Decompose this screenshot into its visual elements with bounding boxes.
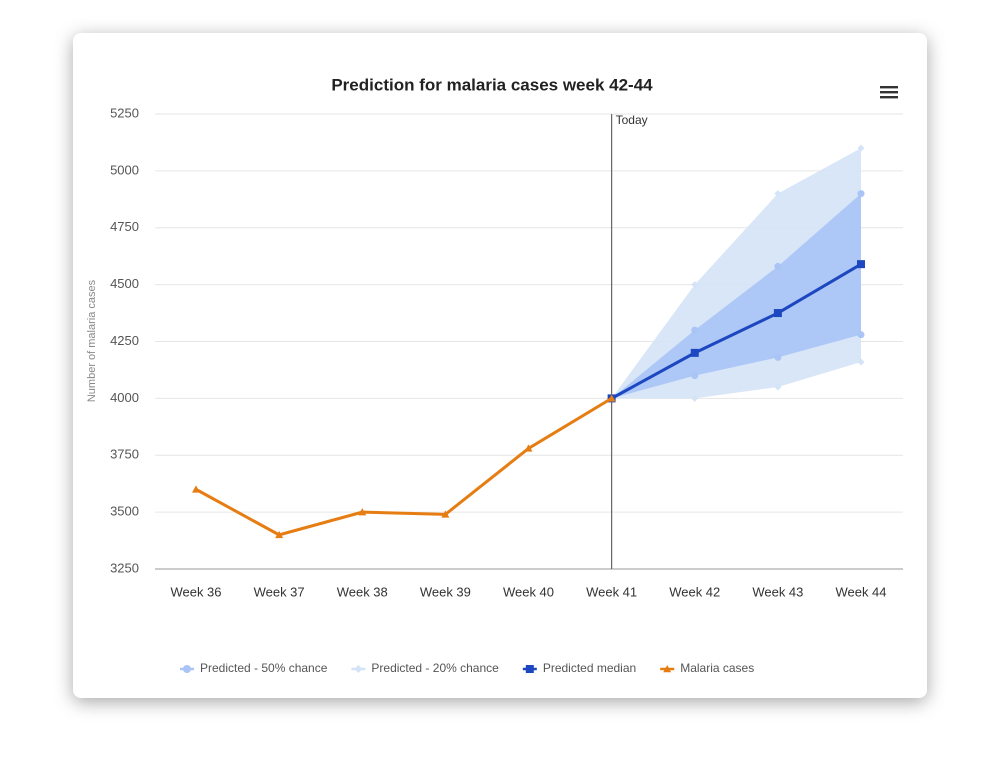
point xyxy=(690,348,699,357)
series-line xyxy=(610,262,862,400)
point xyxy=(192,485,200,493)
x-tick-label: Week 41 xyxy=(586,584,637,599)
x-tick-label: Week 42 xyxy=(669,584,720,599)
point xyxy=(774,383,782,391)
y-tick-label: 3250 xyxy=(110,560,139,575)
point xyxy=(441,510,450,518)
point xyxy=(525,665,534,673)
point xyxy=(857,358,865,366)
x-tick-label: Week 38 xyxy=(337,584,388,599)
legend-item: Predicted - 20% chance xyxy=(351,661,499,675)
legend-label: Predicted median xyxy=(543,661,636,675)
x-tick-label: Week 39 xyxy=(420,584,471,599)
y-axis-label: Number of malaria cases xyxy=(86,279,98,402)
point xyxy=(354,665,363,673)
annotation-label: Today xyxy=(616,113,648,127)
point xyxy=(857,260,865,269)
y-tick-label: 5000 xyxy=(110,162,139,177)
y-tick-label: 3500 xyxy=(110,504,139,519)
legend-item: Malaria cases xyxy=(660,661,754,675)
point xyxy=(691,372,699,380)
point xyxy=(275,530,284,539)
point xyxy=(691,281,699,289)
point xyxy=(524,444,533,452)
y-tick-label: 4500 xyxy=(110,276,139,291)
x-tick-label: Week 40 xyxy=(503,584,554,599)
menu-icon[interactable] xyxy=(880,86,898,99)
point xyxy=(663,665,672,673)
y-tick-label: 4250 xyxy=(110,333,139,348)
point xyxy=(691,326,699,334)
legend-label: Predicted - 50% chance xyxy=(200,661,328,675)
x-tick-label: Week 37 xyxy=(254,584,305,599)
series-line xyxy=(195,397,613,537)
y-tick-label: 5250 xyxy=(110,105,139,120)
point xyxy=(857,144,865,152)
point xyxy=(183,665,191,673)
legend-label: Predicted - 20% chance xyxy=(371,661,499,675)
point xyxy=(691,394,699,402)
point xyxy=(774,262,782,270)
legend-label: Malaria cases xyxy=(680,661,754,675)
point xyxy=(857,190,865,198)
chart-title: Prediction for malaria cases week 42-44 xyxy=(331,75,653,94)
x-tick-label: Week 44 xyxy=(835,584,886,599)
x-tick-label: Week 43 xyxy=(752,584,803,599)
y-tick-label: 4750 xyxy=(110,219,139,234)
x-tick-label: Week 36 xyxy=(170,584,221,599)
point xyxy=(358,508,367,516)
legend-item: Predicted median xyxy=(522,661,636,675)
legend-item: Predicted - 50% chance xyxy=(180,661,328,675)
y-tick-label: 4000 xyxy=(110,390,139,405)
point xyxy=(857,331,865,339)
point xyxy=(607,394,616,402)
point xyxy=(774,353,782,361)
point xyxy=(773,309,782,318)
point xyxy=(774,190,782,198)
range-area xyxy=(611,193,861,399)
y-tick-label: 3750 xyxy=(110,447,139,462)
